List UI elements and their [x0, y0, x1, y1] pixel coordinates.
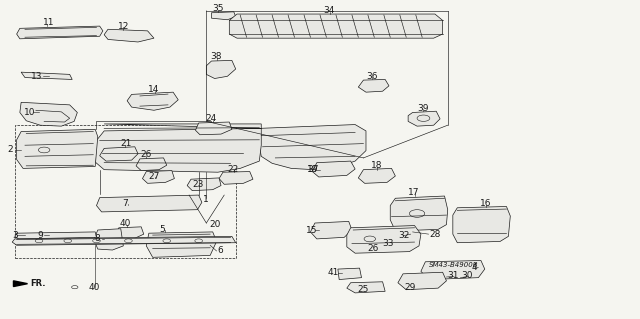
- Text: 41: 41: [328, 268, 339, 277]
- Polygon shape: [390, 196, 448, 231]
- Polygon shape: [219, 172, 253, 184]
- Polygon shape: [338, 268, 362, 279]
- Text: 9: 9: [38, 231, 44, 240]
- Polygon shape: [408, 111, 440, 126]
- Polygon shape: [206, 60, 236, 78]
- Polygon shape: [229, 14, 443, 38]
- Text: 18: 18: [371, 161, 383, 170]
- Text: 11: 11: [43, 19, 54, 27]
- Text: 19: 19: [307, 165, 319, 174]
- Polygon shape: [421, 261, 484, 279]
- Text: 27: 27: [149, 173, 160, 182]
- Polygon shape: [259, 124, 366, 170]
- Text: 21: 21: [121, 139, 132, 148]
- Text: 33: 33: [383, 239, 394, 248]
- Text: 14: 14: [148, 85, 159, 94]
- Text: 25: 25: [357, 285, 369, 294]
- Text: 8: 8: [95, 234, 100, 243]
- Text: 5: 5: [159, 225, 165, 234]
- Polygon shape: [21, 72, 72, 79]
- Text: 17: 17: [408, 188, 420, 197]
- Text: 34: 34: [323, 6, 335, 15]
- Text: 7: 7: [122, 199, 128, 208]
- Text: 2: 2: [7, 145, 13, 154]
- Text: 26: 26: [140, 150, 151, 159]
- Text: 40: 40: [89, 283, 100, 292]
- Text: 23: 23: [192, 181, 204, 189]
- Polygon shape: [347, 282, 385, 293]
- Text: 31: 31: [448, 271, 460, 280]
- Text: 26: 26: [367, 244, 379, 253]
- Polygon shape: [97, 195, 202, 212]
- Polygon shape: [104, 29, 154, 42]
- Polygon shape: [127, 92, 178, 110]
- Text: 29: 29: [404, 283, 415, 292]
- Polygon shape: [20, 102, 77, 126]
- Text: 12: 12: [118, 22, 129, 31]
- Polygon shape: [13, 281, 28, 286]
- Polygon shape: [17, 129, 98, 168]
- Text: 37: 37: [307, 165, 319, 174]
- Polygon shape: [17, 26, 103, 39]
- Polygon shape: [15, 232, 97, 239]
- Polygon shape: [94, 229, 124, 250]
- Text: 3: 3: [12, 231, 18, 240]
- Text: 40: 40: [120, 219, 131, 228]
- Text: SM43-B4900B: SM43-B4900B: [429, 262, 478, 268]
- Polygon shape: [187, 178, 221, 191]
- Text: 22: 22: [227, 165, 239, 174]
- Text: 13: 13: [31, 72, 43, 81]
- Polygon shape: [100, 147, 138, 161]
- Polygon shape: [398, 272, 447, 290]
- Text: 6: 6: [218, 247, 223, 256]
- Polygon shape: [116, 227, 144, 239]
- Text: 15: 15: [306, 226, 317, 234]
- Text: 32: 32: [398, 231, 410, 240]
- Text: 30: 30: [462, 271, 473, 280]
- Polygon shape: [143, 171, 174, 183]
- Text: 10: 10: [24, 108, 35, 117]
- Text: 24: 24: [205, 114, 216, 123]
- Text: 38: 38: [210, 52, 221, 62]
- Polygon shape: [136, 158, 167, 171]
- Text: 16: 16: [479, 199, 491, 208]
- Text: 1: 1: [202, 195, 208, 204]
- Polygon shape: [312, 161, 355, 177]
- Text: FR.: FR.: [30, 279, 45, 288]
- Text: 20: 20: [209, 220, 220, 229]
- Polygon shape: [147, 232, 216, 257]
- Polygon shape: [310, 221, 352, 239]
- Text: 4: 4: [472, 263, 477, 272]
- Polygon shape: [195, 122, 232, 135]
- Polygon shape: [358, 168, 396, 183]
- Polygon shape: [211, 12, 236, 20]
- Text: 28: 28: [430, 230, 441, 239]
- Polygon shape: [453, 206, 510, 243]
- Text: 35: 35: [212, 4, 224, 13]
- Polygon shape: [95, 124, 261, 172]
- Text: 36: 36: [366, 72, 378, 81]
- Text: 39: 39: [417, 104, 429, 113]
- Polygon shape: [347, 226, 421, 253]
- Polygon shape: [358, 79, 389, 92]
- Polygon shape: [12, 236, 236, 245]
